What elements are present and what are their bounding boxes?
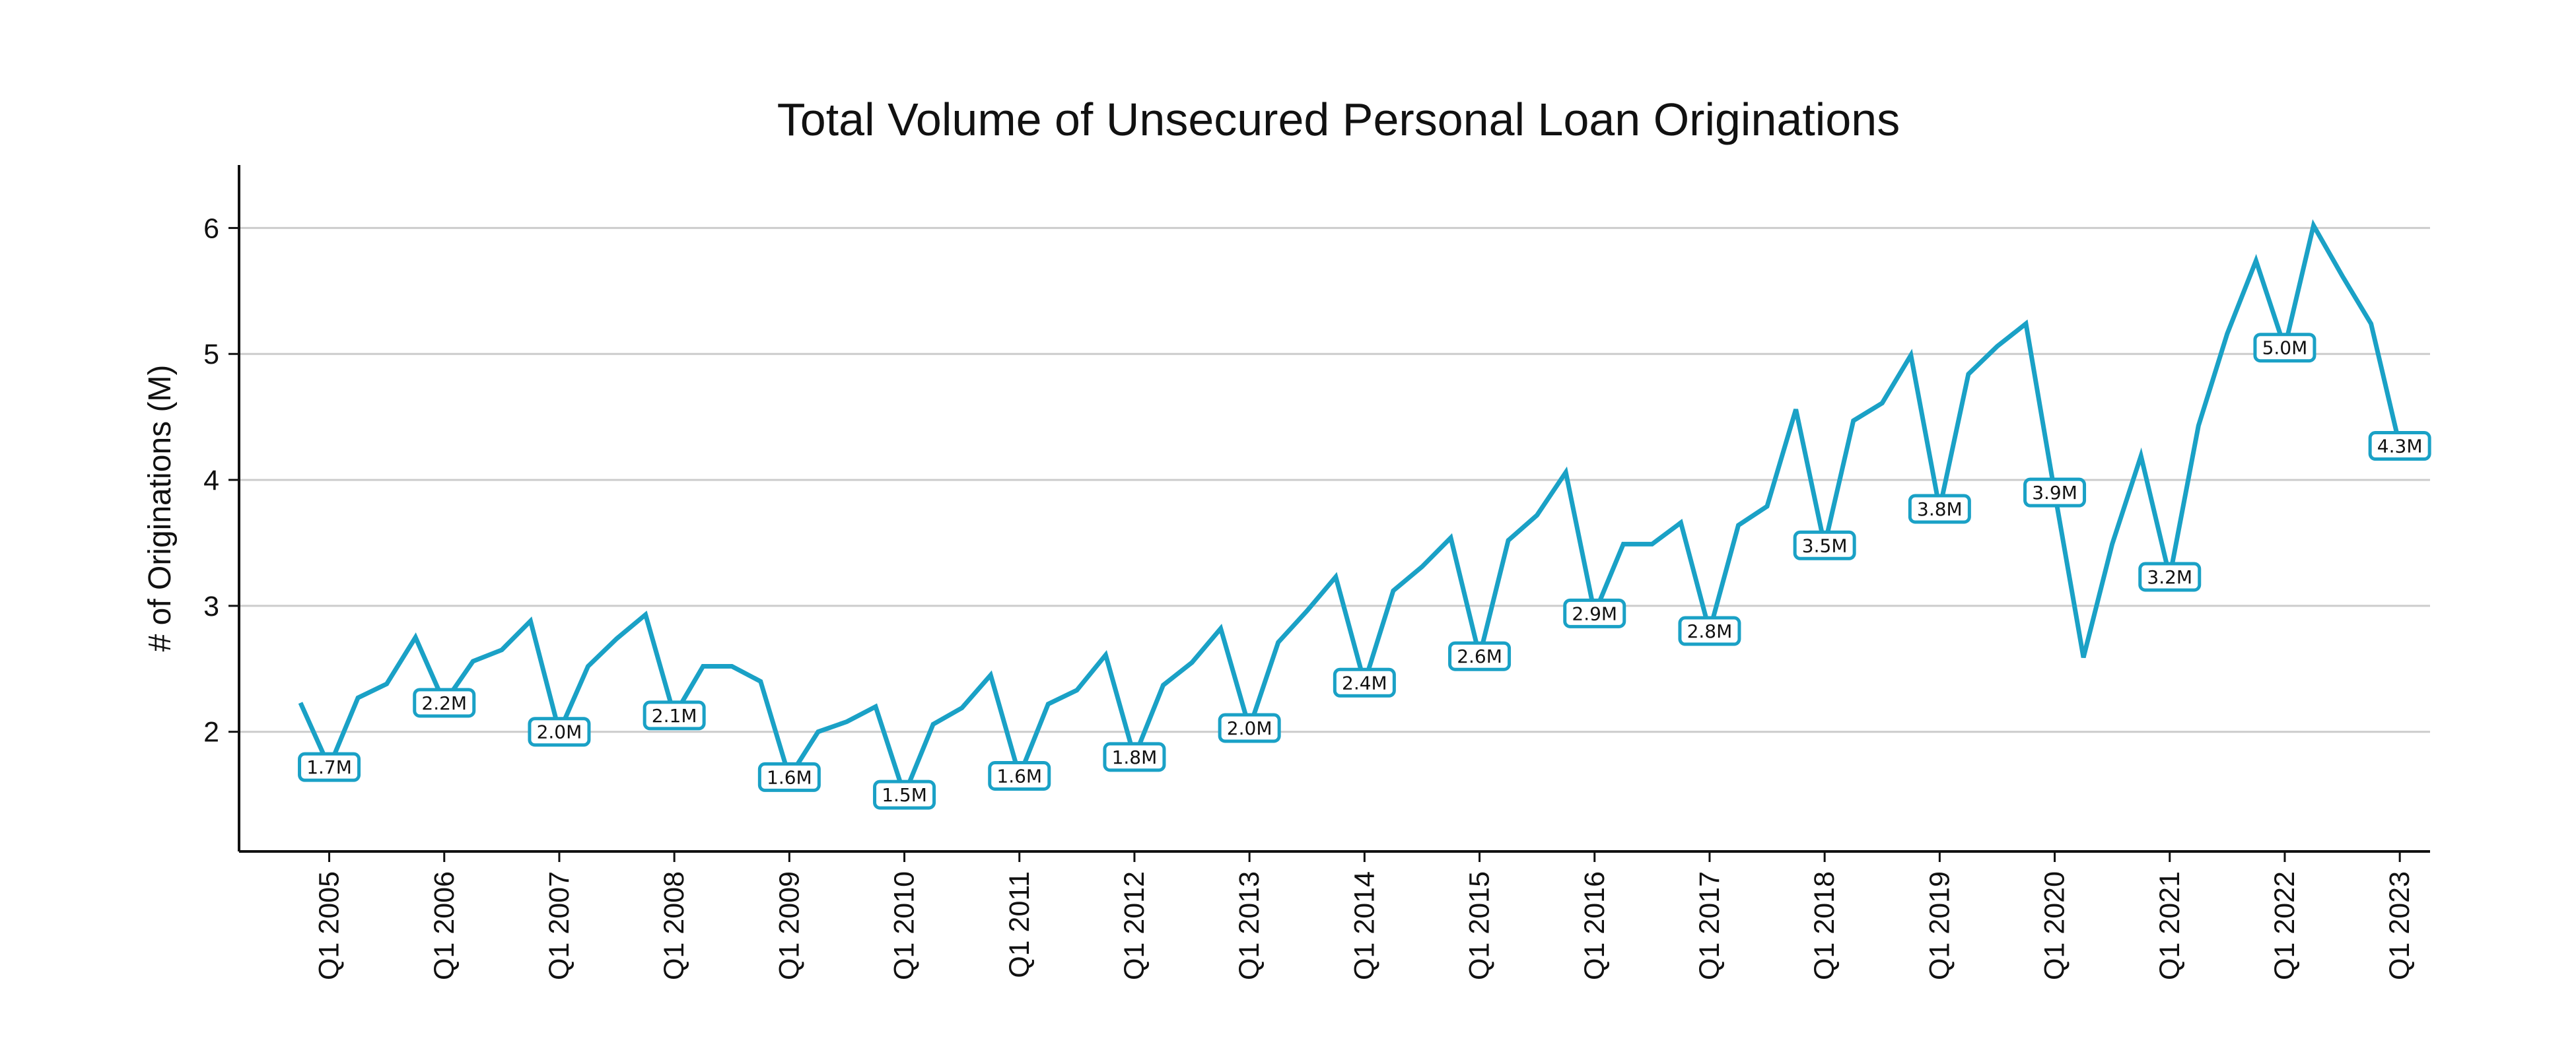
data-label-box — [1908, 494, 1971, 524]
x-tick-label: Q1 2023 — [2384, 871, 2416, 980]
x-tick-label: Q1 2005 — [314, 871, 345, 980]
data-label-box — [2138, 562, 2202, 592]
data-label: 3.5M — [1793, 530, 1856, 560]
data-label-text: 2.0M — [537, 721, 582, 743]
data-label-text: 2.4M — [1342, 672, 1387, 694]
data-label-text: 3.5M — [1802, 535, 1848, 556]
data-label: 2.9M — [1563, 598, 1626, 628]
y-tick-label: 2 — [203, 717, 219, 748]
data-label-text: 2.1M — [652, 705, 697, 727]
data-label: 2.2M — [413, 688, 476, 718]
data-label-box — [413, 688, 476, 718]
x-tick-label: Q1 2006 — [429, 871, 460, 980]
series-layer — [298, 219, 2402, 802]
data-label-box — [1793, 530, 1856, 560]
x-tick-label: Q1 2015 — [1464, 871, 1496, 980]
data-label-text: 1.6M — [767, 766, 812, 788]
data-label-box — [2023, 477, 2087, 508]
data-label: 1.8M — [1103, 742, 1166, 772]
x-tick-label: Q1 2011 — [1004, 871, 1035, 978]
x-ticks: Q1 2005 Q1 2006 Q1 2007 Q1 2008 Q1 2009 Q1 20… — [314, 851, 2416, 980]
data-label-box — [988, 761, 1051, 791]
data-labels: 1.7M 2.2M 2.0M 2.1M 1.6M 1.5M 1.6M 1.8M 2.0M 2.4M… — [298, 333, 2431, 810]
data-label: 3.9M — [2023, 477, 2087, 508]
x-tick-label: Q1 2013 — [1234, 871, 1265, 980]
data-label-box — [1103, 742, 1166, 772]
data-label-box — [1448, 641, 1512, 671]
data-label: 4.3M — [2368, 431, 2431, 461]
data-label-text: 2.2M — [421, 692, 467, 714]
x-tick-label: Q1 2019 — [1924, 871, 1955, 980]
data-label-box — [1563, 598, 1626, 628]
data-label: 2.4M — [1333, 667, 1396, 698]
x-tick-label: Q1 2021 — [2154, 871, 2186, 980]
x-tick-label: Q1 2014 — [1348, 871, 1380, 980]
data-label-box — [1218, 713, 1281, 743]
data-label-text: 2.8M — [1687, 620, 1733, 642]
data-label-text: 3.9M — [2032, 482, 2077, 504]
data-label-box — [2253, 333, 2316, 363]
gridlines — [239, 226, 2430, 733]
data-label-text: 3.8M — [1917, 498, 1963, 520]
x-tick-label: Q1 2022 — [2269, 871, 2301, 980]
y-tick-label: 3 — [203, 591, 219, 622]
data-label-box — [1333, 667, 1396, 698]
data-label-text: 3.2M — [2147, 566, 2192, 588]
data-label-text: 4.3M — [2377, 436, 2423, 457]
y-tick-label: 5 — [203, 339, 219, 370]
data-label-box — [1678, 616, 1741, 646]
data-label-text: 2.9M — [1572, 603, 1617, 624]
x-tick-label: Q1 2017 — [1694, 871, 1725, 980]
data-label-text: 1.5M — [882, 784, 927, 806]
data-label: 1.6M — [988, 761, 1051, 791]
data-label: 2.1M — [643, 700, 706, 731]
data-label: 1.5M — [873, 780, 936, 810]
data-label: 2.0M — [528, 717, 591, 747]
x-tick-label: Q1 2016 — [1579, 871, 1611, 980]
data-label: 1.7M — [298, 752, 361, 782]
chart-title: Total Volume of Unsecured Personal Loan … — [777, 94, 1900, 145]
data-label-box — [528, 717, 591, 747]
data-label-text: 5.0M — [2262, 337, 2308, 359]
x-tick-label: Q1 2008 — [658, 871, 690, 980]
data-label-box — [757, 762, 821, 792]
data-label: 3.2M — [2138, 562, 2202, 592]
y-tick-label: 4 — [203, 465, 219, 496]
y-axis-label: # of Originations (M) — [143, 365, 178, 652]
data-label-text: 1.6M — [996, 766, 1042, 787]
data-label-box — [2368, 431, 2431, 461]
data-label: 1.6M — [757, 762, 821, 792]
data-label-box — [643, 700, 706, 731]
data-label-text: 1.8M — [1112, 747, 1158, 768]
y-tick-label: 6 — [203, 213, 219, 244]
data-label-text: 1.7M — [306, 756, 352, 778]
x-tick-label: Q1 2009 — [773, 871, 805, 980]
data-label: 2.0M — [1218, 713, 1281, 743]
data-label: 2.6M — [1448, 641, 1512, 671]
x-tick-label: Q1 2020 — [2039, 871, 2071, 980]
data-label-text: 2.6M — [1457, 646, 1502, 667]
x-tick-label: Q1 2012 — [1119, 871, 1150, 980]
x-tick-label: Q1 2007 — [543, 871, 575, 980]
data-label-text: 2.0M — [1227, 717, 1272, 739]
data-label: 2.8M — [1678, 616, 1741, 646]
y-ticks: 2 3 4 5 6 — [203, 213, 239, 748]
axes — [238, 165, 2430, 853]
x-tick-label: Q1 2018 — [1809, 871, 1840, 980]
x-tick-label: Q1 2010 — [889, 871, 921, 980]
data-label: 3.8M — [1908, 494, 1971, 524]
data-label: 5.0M — [2253, 333, 2316, 363]
data-label-box — [298, 752, 361, 782]
data-label-box — [873, 780, 936, 810]
series-line — [298, 219, 2402, 802]
